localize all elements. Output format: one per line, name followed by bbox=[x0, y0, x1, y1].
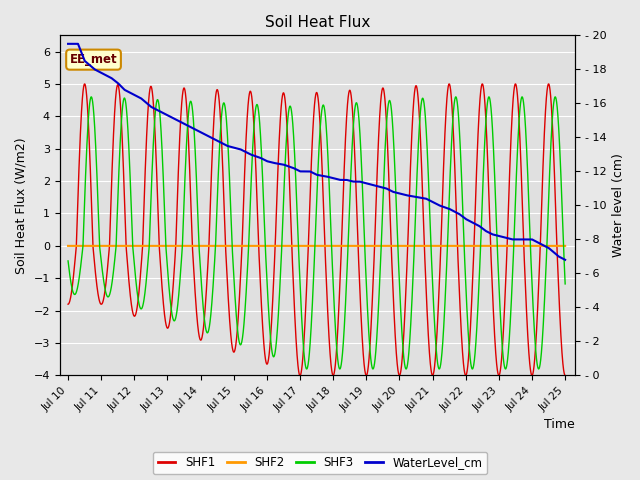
X-axis label: Time: Time bbox=[545, 419, 575, 432]
Title: Soil Heat Flux: Soil Heat Flux bbox=[265, 15, 370, 30]
Y-axis label: Soil Heat Flux (W/m2): Soil Heat Flux (W/m2) bbox=[15, 137, 28, 274]
Legend: SHF1, SHF2, SHF3, WaterLevel_cm: SHF1, SHF2, SHF3, WaterLevel_cm bbox=[153, 452, 487, 474]
Y-axis label: Water level (cm): Water level (cm) bbox=[612, 154, 625, 257]
Text: EE_met: EE_met bbox=[70, 53, 117, 66]
